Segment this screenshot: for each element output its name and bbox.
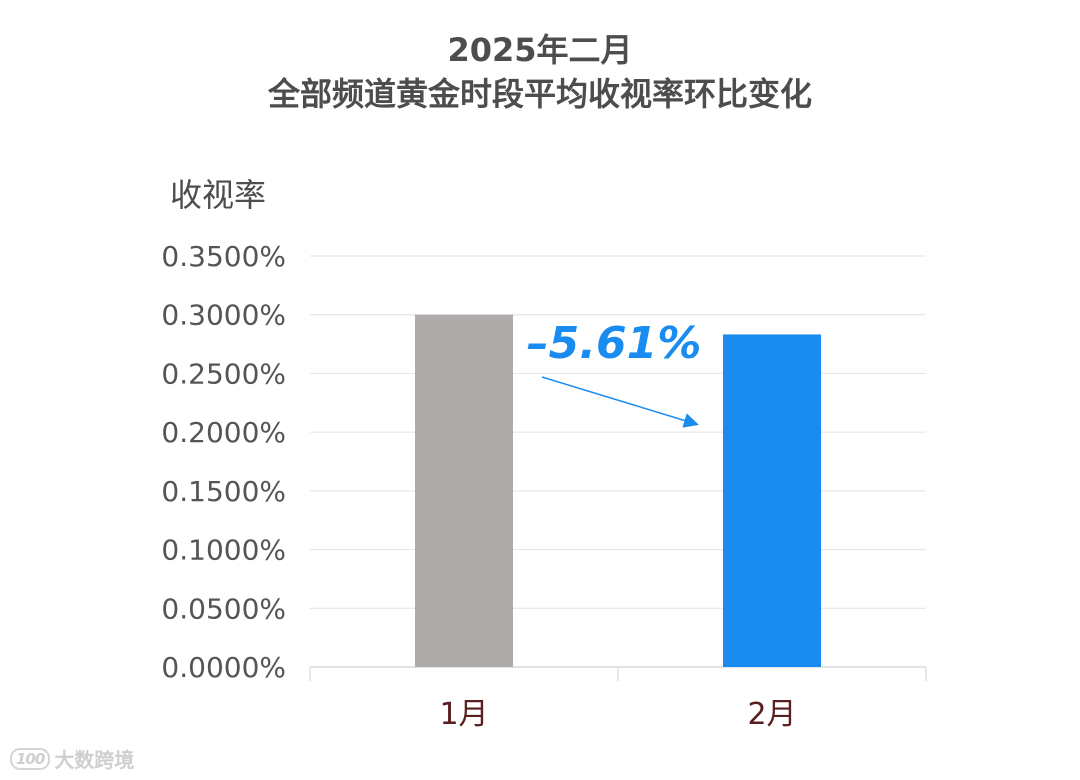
y-tick-label: 0.2000% xyxy=(161,416,286,449)
watermark: 100 大数跨境 xyxy=(10,744,134,773)
bar-2 xyxy=(723,334,821,667)
y-tick-label: 0.0000% xyxy=(161,651,286,684)
x-tick-label: 1月 xyxy=(439,697,488,732)
chart-title: 2025年二月 xyxy=(447,31,633,69)
change-arrow xyxy=(541,376,699,428)
x-tick-label: 2月 xyxy=(747,697,796,732)
watermark-text: 大数跨境 xyxy=(54,748,135,772)
y-tick-label: 0.2500% xyxy=(161,357,286,390)
chart-subtitle: 全部频道黄金时段平均收视率环比变化 xyxy=(267,75,812,113)
y-tick-label: 0.1500% xyxy=(161,475,286,508)
y-tick-label: 0.3500% xyxy=(161,240,286,273)
y-axis-label: 收视率 xyxy=(170,176,266,214)
bar-1 xyxy=(415,314,513,667)
watermark-logo-icon: 100 xyxy=(10,747,51,770)
change-annotation: –5.61% xyxy=(527,318,702,369)
y-tick-label: 0.0500% xyxy=(161,592,286,625)
y-tick-label: 0.1000% xyxy=(161,534,286,567)
y-tick-label: 0.3000% xyxy=(161,299,286,332)
